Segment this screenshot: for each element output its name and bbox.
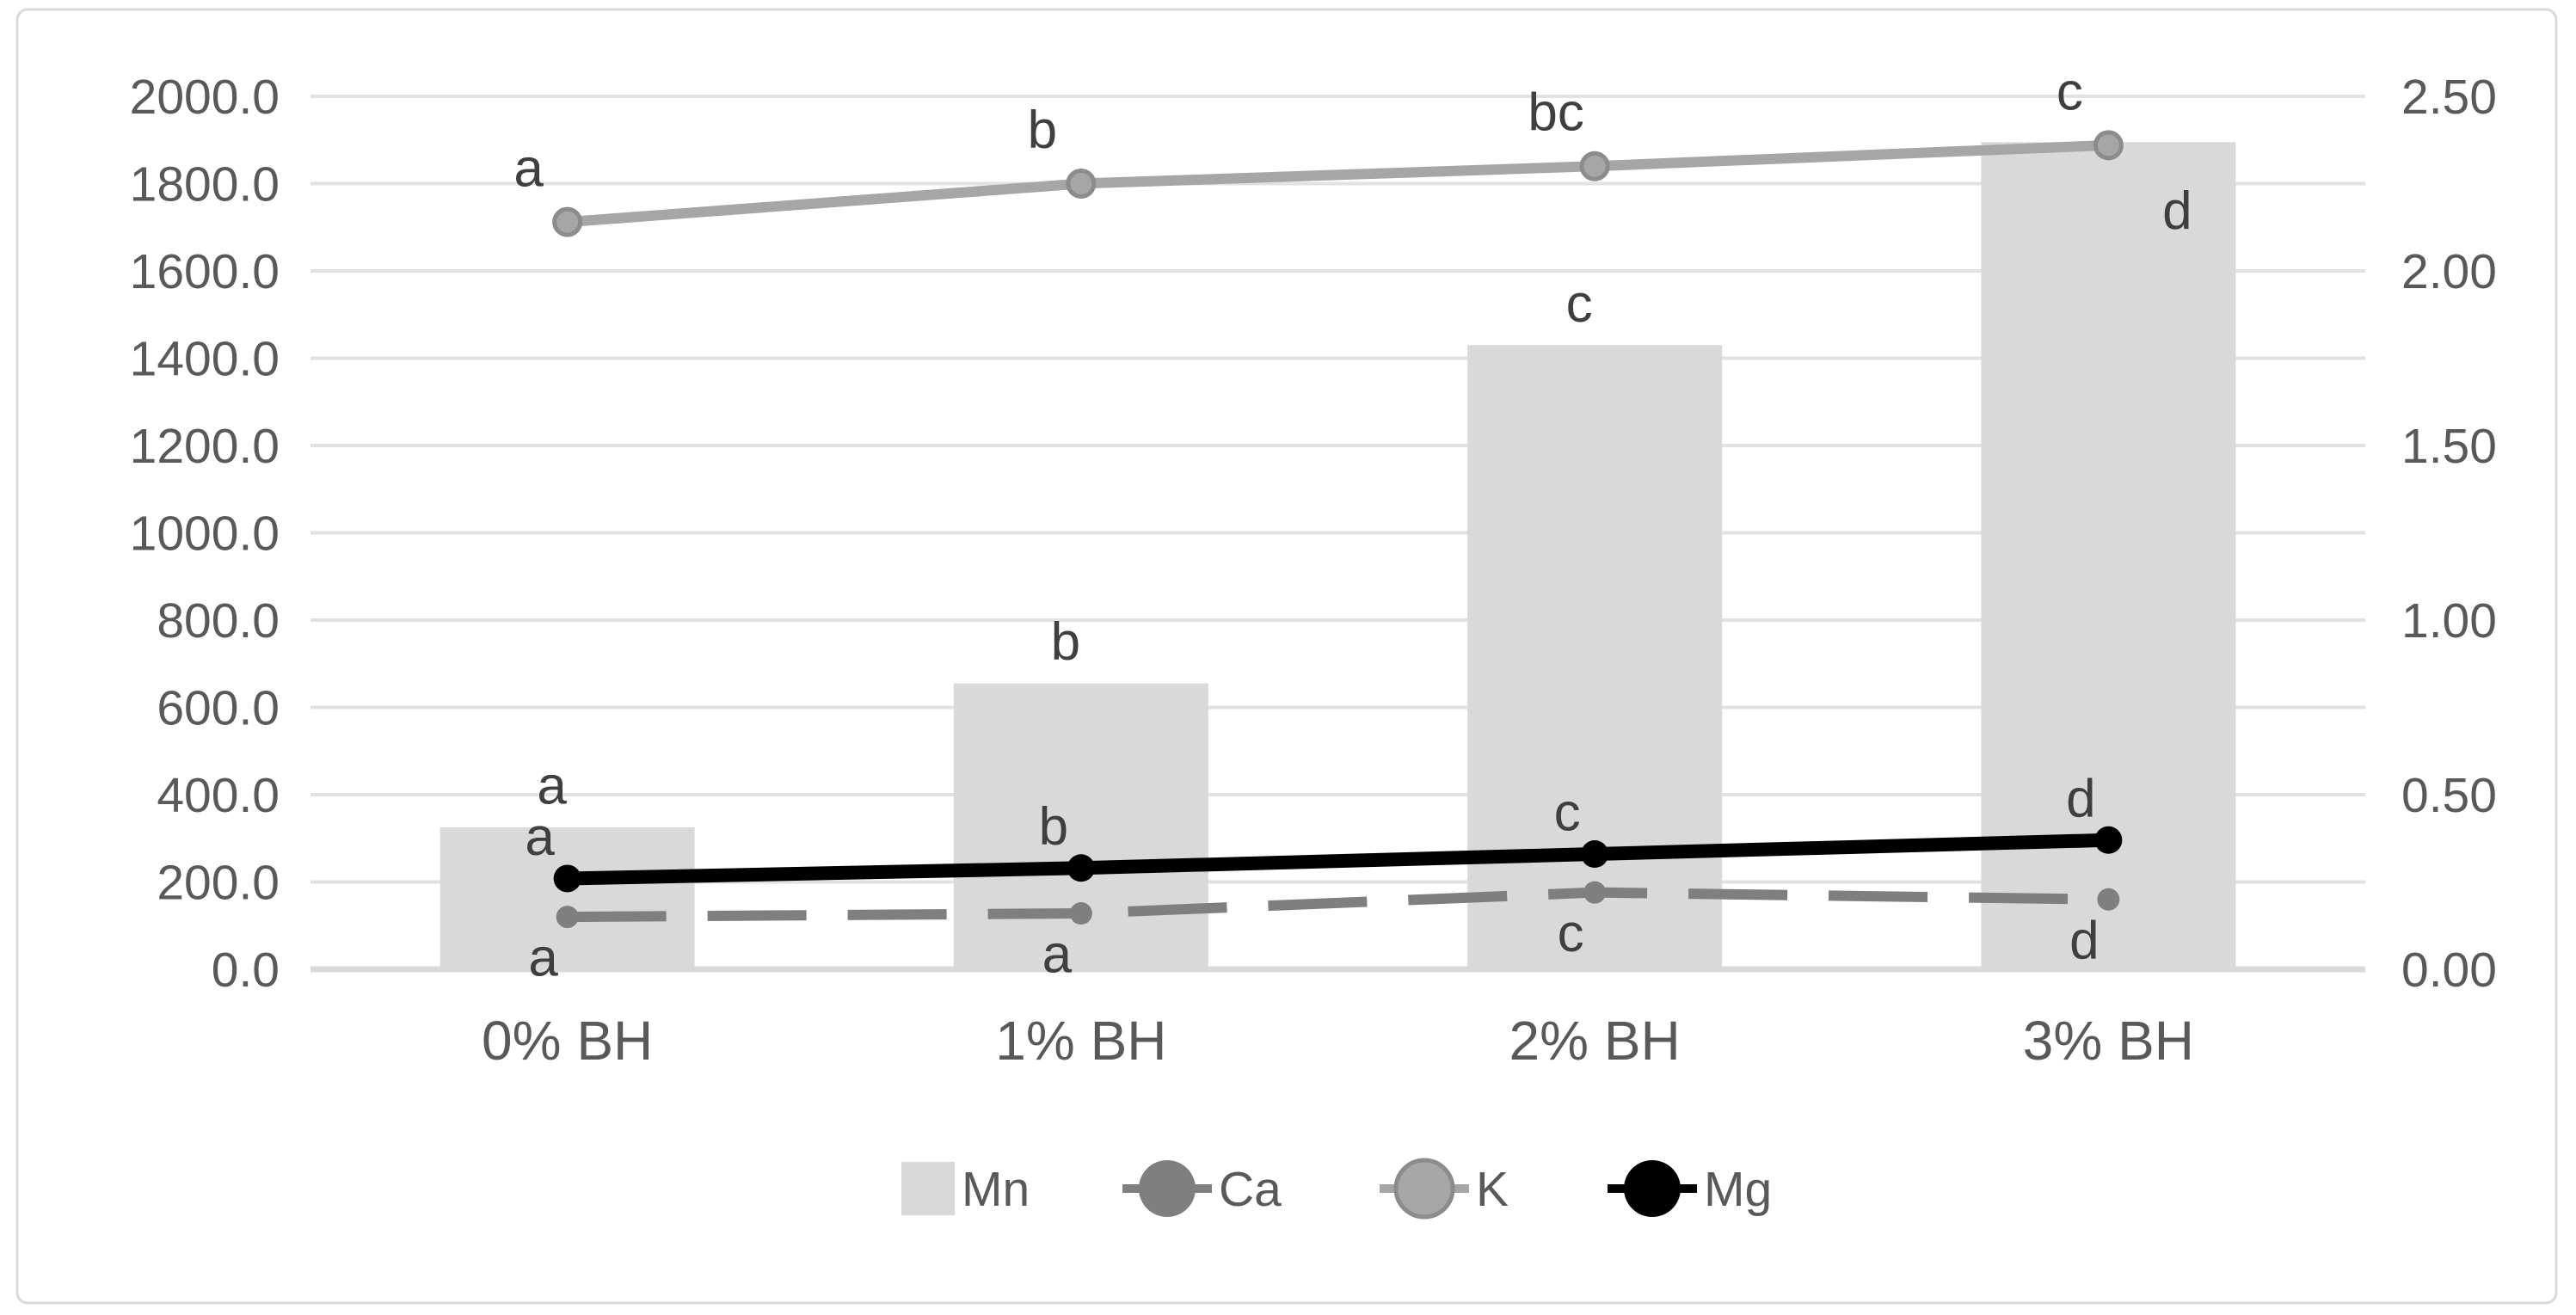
legend: Mn Ca K Mg [901, 1158, 1772, 1220]
legend-marker-Ca-icon [1139, 1160, 1196, 1217]
sig-letter-Ca: a [1042, 925, 1073, 985]
left-axis-labels: 0.0 200.0 400.0 600.0 800.0 1000.0 1200.0 1400.… [130, 70, 280, 998]
sig-letter-K: bc [1528, 83, 1583, 143]
left-axis-tick-label: 1800.0 [130, 157, 280, 212]
category-label: 2% BH [1509, 1010, 1681, 1072]
left-axis-tick-label: 0.0 [212, 943, 280, 998]
sig-letter-Ca: a [528, 929, 558, 988]
legend-swatch-Mn-icon [901, 1162, 955, 1215]
line-Mg [567, 833, 2109, 886]
category-axis-labels: 0% BH 1% BH 2% BH 3% BH [482, 1010, 2194, 1072]
right-axis-tick-label: 0.00 [2401, 943, 2497, 998]
legend-marker-Mg-icon [1624, 1160, 1681, 1217]
sig-letter-Mg: d [2066, 769, 2095, 828]
sig-letter-Mn: b [1051, 612, 1080, 672]
left-axis-tick-label: 600.0 [157, 681, 280, 736]
marker-Ca-0%-BH [556, 906, 579, 929]
line-Ca [567, 887, 2109, 923]
left-axis-tick-label: 400.0 [157, 768, 280, 823]
marker-Mg-0%-BH [553, 864, 581, 893]
legend-marker-K-icon [1393, 1158, 1455, 1220]
sig-letter-Ca: d [2069, 911, 2099, 970]
left-axis-tick-label: 1000.0 [130, 507, 280, 562]
sig-letter-Mg: c [1554, 783, 1581, 843]
marker-Ca-2%-BH [1583, 881, 1607, 904]
sig-letter-K: c [2056, 62, 2083, 121]
marker-Mg-3%-BH [2094, 826, 2123, 854]
legend-label-Mn: Mn [962, 1162, 1030, 1217]
marker-K-0%-BH [552, 206, 583, 237]
bar-Mn-0%-BH [440, 827, 695, 969]
marker-K-3%-BH [2093, 130, 2124, 161]
legend-label-Ca: Ca [1219, 1162, 1282, 1217]
line-series-K [552, 130, 2124, 237]
marker-Mg-1%-BH [1067, 854, 1095, 882]
left-axis-tick-label: 1200.0 [130, 419, 280, 474]
legend-item-Mg: Mg [1608, 1160, 1772, 1217]
right-axis-tick-label: 2.50 [2401, 70, 2497, 125]
marker-Ca-3%-BH [2097, 888, 2120, 911]
left-axis-tick-label: 200.0 [157, 856, 280, 911]
right-axis-tick-label: 1.00 [2401, 593, 2497, 648]
right-axis-tick-label: 0.50 [2401, 768, 2497, 823]
sig-letter-Mg: b [1039, 797, 1068, 857]
bar-series-Mn [440, 142, 2236, 970]
marker-Ca-1%-BH [1069, 902, 1092, 925]
marker-Mg-2%-BH [1581, 840, 1609, 869]
marker-K-2%-BH [1579, 151, 1610, 181]
right-axis-labels: 0.00 0.50 1.00 1.50 2.00 2.50 [2401, 70, 2497, 998]
sig-letter-K: a [513, 139, 544, 199]
marker-K-1%-BH [1066, 169, 1097, 199]
bar-Mn-2%-BH [1467, 345, 1723, 969]
line-K [567, 139, 2109, 228]
legend-label-K: K [1476, 1162, 1509, 1217]
legend-item-K: K [1380, 1158, 1509, 1220]
legend-label-Mg: Mg [1704, 1162, 1772, 1217]
right-axis-tick-label: 1.50 [2401, 419, 2497, 474]
left-axis-tick-label: 800.0 [157, 593, 280, 648]
category-label: 3% BH [2023, 1010, 2194, 1072]
sig-letter-Mn: d [2162, 181, 2192, 241]
line-series-Mg [553, 826, 2123, 893]
legend-item-Ca: Ca [1122, 1160, 1282, 1217]
sig-letter-K: b [1028, 101, 1057, 160]
category-label: 1% BH [995, 1010, 1166, 1072]
right-axis-tick-label: 2.00 [2401, 244, 2497, 299]
chart-border [15, 8, 2558, 1305]
legend-item-Mn: Mn [901, 1162, 1030, 1217]
sig-letter-Mg: a [525, 808, 555, 867]
left-axis-tick-label: 1600.0 [130, 244, 280, 299]
left-axis-tick-label: 2000.0 [130, 70, 280, 125]
category-label: 0% BH [482, 1010, 653, 1072]
sig-letter-Ca: c [1558, 904, 1584, 963]
sig-letter-Mn: c [1566, 274, 1593, 334]
left-axis-tick-label: 1400.0 [130, 332, 280, 387]
bar-Mn-1%-BH [953, 683, 1208, 969]
sig-letter-Mn: a [537, 757, 567, 816]
line-series-Ca [556, 881, 2120, 929]
